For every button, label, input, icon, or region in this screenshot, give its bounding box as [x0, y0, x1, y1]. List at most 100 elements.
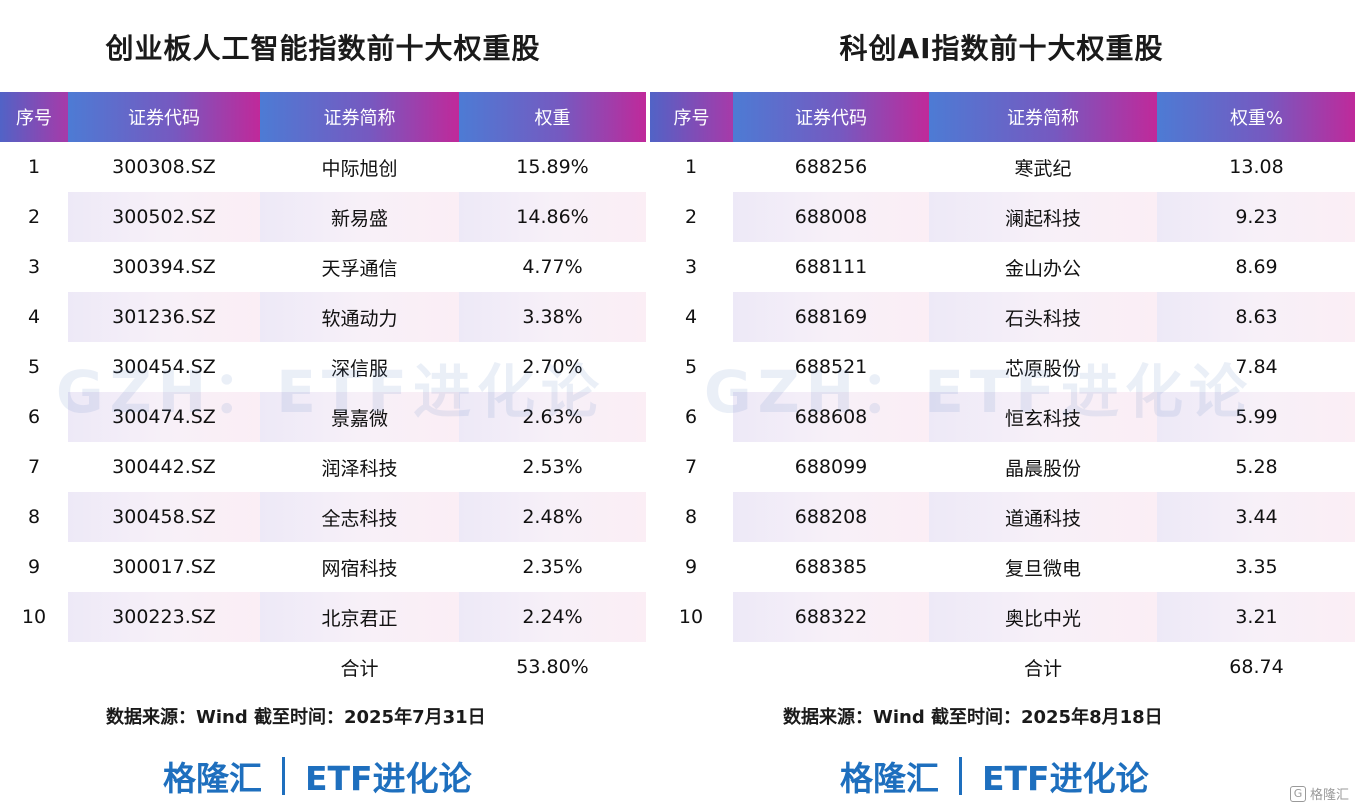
- right-weights-table: 序号 证券代码 证券简称 权重% 1 688256 寒武纪 13.08 2 688008…: [648, 92, 1355, 692]
- right-table-header-row: 序号 证券代码 证券简称 权重%: [648, 92, 1355, 142]
- left-total-row: 合计 53.80%: [0, 642, 646, 692]
- row-weight: 2.48%: [459, 492, 646, 542]
- row-code: 300308.SZ: [112, 156, 216, 178]
- left-table-row: 6 300474.SZ 景嘉微 2.63%: [0, 392, 646, 442]
- row-index: 1: [0, 142, 68, 192]
- row-name: 北京君正: [260, 592, 459, 642]
- row-code: 688608: [733, 392, 929, 442]
- row-weight: 3.38%: [459, 292, 646, 342]
- row-code: 688385: [794, 556, 868, 578]
- row-index: 9: [0, 542, 68, 592]
- row-code: 300017.SZ: [112, 556, 216, 578]
- row-weight: 2.53%: [522, 456, 583, 478]
- row-weight: 4.77%: [522, 256, 583, 278]
- right-header-index: 序号: [648, 92, 733, 142]
- row-index: 7: [0, 442, 68, 492]
- row-name: 网宿科技: [321, 557, 398, 580]
- row-name: 新易盛: [260, 192, 459, 242]
- row-weight: 8.63: [1157, 292, 1355, 342]
- gelonghui-logo-icon: G: [1289, 785, 1306, 802]
- row-index: 10: [0, 592, 68, 642]
- row-weight: 9.23: [1157, 192, 1355, 242]
- left-brand-line: 格隆汇 ETF进化论: [163, 752, 472, 800]
- row-name: 恒玄科技: [929, 392, 1157, 442]
- brand-divider: [959, 757, 962, 795]
- left-table-row: 10 300223.SZ 北京君正 2.24%: [0, 592, 646, 642]
- row-name: 深信服: [330, 357, 388, 380]
- left-table-row: 4 301236.SZ 软通动力 3.38%: [0, 292, 646, 342]
- left-header-weight: 权重: [459, 92, 646, 142]
- row-name: 润泽科技: [321, 457, 398, 480]
- row-weight: 3.44: [1157, 492, 1355, 542]
- left-table-header-row: 序号 证券代码 证券简称 权重: [0, 92, 646, 142]
- row-code: 688322: [733, 592, 929, 642]
- brand-name: 格隆汇: [163, 759, 262, 798]
- row-code: 300458.SZ: [68, 492, 260, 542]
- row-index: 5: [649, 342, 733, 392]
- right-table-row: 5 688521 芯原股份 7.84: [649, 342, 1355, 392]
- row-code: 301236.SZ: [68, 292, 260, 342]
- row-index: 2: [649, 192, 733, 242]
- row-code: 688169: [733, 292, 929, 342]
- row-name: 全志科技: [260, 492, 459, 542]
- row-name: 中际旭创: [321, 157, 398, 180]
- right-total-value: 68.74: [1157, 642, 1355, 692]
- row-weight: 2.63%: [459, 392, 646, 442]
- row-code: 688208: [733, 492, 929, 542]
- row-code: 688256: [794, 156, 868, 178]
- left-table-row: 9 300017.SZ 网宿科技 2.35%: [0, 542, 646, 592]
- row-code: 688008: [733, 192, 929, 242]
- right-table-row: 1 688256 寒武纪 13.08: [649, 142, 1355, 192]
- right-data-source: 数据来源：Wind 截至时间：2025年8月18日: [783, 707, 1163, 728]
- row-name: 软通动力: [260, 292, 459, 342]
- row-weight: 15.89%: [516, 156, 589, 178]
- row-index: 3: [649, 242, 733, 292]
- right-header-name: 证券简称: [929, 92, 1157, 142]
- row-code: 300502.SZ: [68, 192, 260, 242]
- right-table-row: 6 688608 恒玄科技 5.99: [649, 392, 1355, 442]
- left-table-row: 7 300442.SZ 润泽科技 2.53%: [0, 442, 646, 492]
- left-table-row: 8 300458.SZ 全志科技 2.48%: [0, 492, 646, 542]
- row-index: 1: [649, 142, 733, 192]
- left-table-row: 1 300308.SZ 中际旭创 15.89%: [0, 142, 646, 192]
- left-table-title: 创业板人工智能指数前十大权重股: [105, 32, 541, 65]
- row-weight: 3.35: [1235, 556, 1278, 578]
- row-name: 复旦微电: [1004, 557, 1081, 580]
- row-weight: 8.69: [1235, 256, 1278, 278]
- right-table-title: 科创AI指数前十大权重股: [839, 32, 1164, 65]
- brand-divider: [282, 757, 285, 795]
- row-index: 9: [649, 542, 733, 592]
- row-weight: 2.70%: [522, 356, 583, 378]
- left-table-row: 3 300394.SZ 天孚通信 4.77%: [0, 242, 646, 292]
- left-data-source: 数据来源：Wind 截至时间：2025年7月31日: [106, 707, 486, 728]
- row-code: 300442.SZ: [112, 456, 216, 478]
- row-code: 300394.SZ: [112, 256, 216, 278]
- row-name: 晶晨股份: [1004, 457, 1081, 480]
- row-name: 道通科技: [929, 492, 1157, 542]
- row-name: 寒武纪: [1014, 157, 1072, 180]
- right-brand-line: 格隆汇 ETF进化论: [840, 752, 1149, 800]
- row-index: 7: [649, 442, 733, 492]
- row-weight: 13.08: [1229, 156, 1284, 178]
- row-index: 8: [0, 492, 68, 542]
- row-code: 300223.SZ: [68, 592, 260, 642]
- left-weights-table: 序号 证券代码 证券简称 权重 1 300308.SZ 中际旭创 15.89% 2 30…: [0, 92, 646, 692]
- left-panel: 创业板人工智能指数前十大权重股 序号 证券代码 证券简称 权重 1 300308.…: [0, 0, 646, 692]
- brand-channel: ETF进化论: [305, 759, 472, 798]
- row-name: 石头科技: [929, 292, 1157, 342]
- row-code: 688111: [794, 256, 868, 278]
- right-table-row: 2 688008 澜起科技 9.23: [649, 192, 1355, 242]
- right-header-weight: 权重%: [1157, 92, 1355, 142]
- row-weight: 14.86%: [459, 192, 646, 242]
- row-name: 芯原股份: [1004, 357, 1081, 380]
- row-weight: 3.21: [1157, 592, 1355, 642]
- row-code: 300454.SZ: [112, 356, 216, 378]
- row-code: 688521: [794, 356, 868, 378]
- row-index: 8: [649, 492, 733, 542]
- row-name: 奥比中光: [929, 592, 1157, 642]
- right-table-row: 3 688111 金山办公 8.69: [649, 242, 1355, 292]
- row-index: 6: [0, 392, 68, 442]
- row-index: 6: [649, 392, 733, 442]
- left-table-row: 2 300502.SZ 新易盛 14.86%: [0, 192, 646, 242]
- right-table-row: 7 688099 晶晨股份 5.28: [649, 442, 1355, 492]
